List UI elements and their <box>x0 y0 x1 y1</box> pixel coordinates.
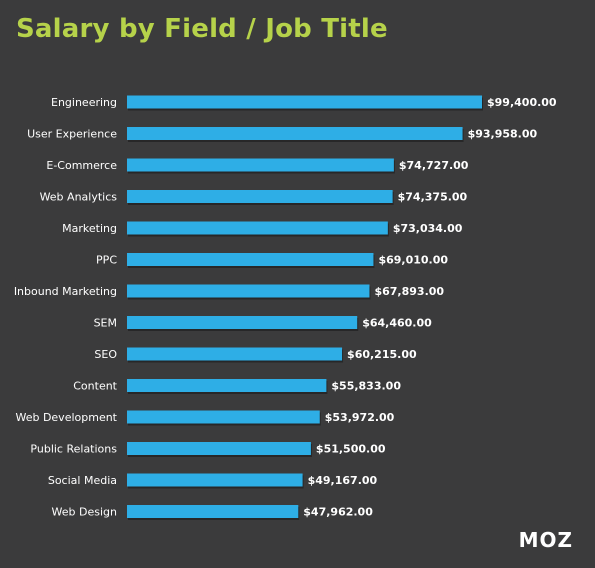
value-label: $47,962.00 <box>303 506 373 519</box>
bar <box>127 127 463 140</box>
category-label: PPC <box>96 254 117 267</box>
value-label: $60,215.00 <box>347 348 417 361</box>
category-label: Inbound Marketing <box>14 285 117 298</box>
value-label: $73,034.00 <box>393 222 463 235</box>
value-label: $74,727.00 <box>399 159 469 172</box>
category-label: SEO <box>94 348 117 361</box>
category-label: SEM <box>94 317 117 330</box>
value-label: $55,833.00 <box>331 380 401 393</box>
category-label: Web Design <box>52 506 117 519</box>
value-label: $93,958.00 <box>468 128 538 141</box>
value-label: $64,460.00 <box>362 317 432 330</box>
category-label: Web Development <box>15 411 117 424</box>
chart-title: Salary by Field / Job Title <box>16 14 388 44</box>
category-label: Social Media <box>48 474 117 487</box>
bar <box>127 473 303 487</box>
value-label: $67,893.00 <box>374 285 444 298</box>
category-label: E-Commerce <box>46 159 117 172</box>
value-label: $74,375.00 <box>398 191 468 204</box>
bar <box>127 221 388 235</box>
bar <box>127 316 358 329</box>
value-label: $49,167.00 <box>308 474 378 487</box>
category-label: Web Analytics <box>40 191 118 204</box>
value-label: $53,972.00 <box>325 411 395 424</box>
bar <box>127 253 374 266</box>
bar <box>127 442 311 455</box>
bar <box>127 410 320 424</box>
bar <box>127 505 299 518</box>
value-label: $51,500.00 <box>316 443 386 456</box>
category-label: Content <box>73 380 117 393</box>
category-label: Public Relations <box>30 443 117 456</box>
value-label: $99,400.00 <box>487 96 557 109</box>
bar <box>127 379 327 392</box>
bar <box>127 284 370 298</box>
bar <box>127 95 482 109</box>
bar <box>127 347 343 361</box>
category-label: Marketing <box>62 222 117 235</box>
moz-logo: MOZ <box>518 528 573 552</box>
value-label: $69,010.00 <box>378 254 448 267</box>
bar <box>127 158 394 172</box>
bar <box>127 190 393 203</box>
category-label: User Experience <box>27 128 117 141</box>
category-label: Engineering <box>51 96 117 109</box>
